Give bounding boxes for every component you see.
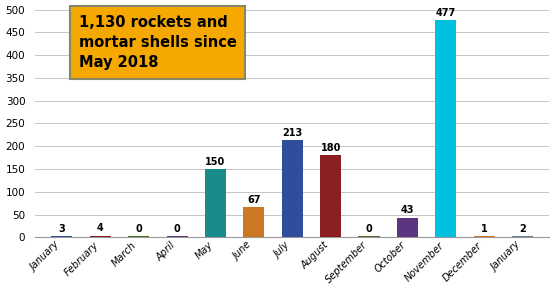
Text: 180: 180 [320, 143, 341, 153]
Bar [435, 20, 456, 237]
Bar [320, 155, 341, 237]
Bar [205, 169, 226, 237]
Bar [166, 236, 188, 237]
Text: 0: 0 [174, 224, 180, 234]
Text: 43: 43 [401, 205, 414, 215]
Text: 3: 3 [58, 224, 65, 234]
Bar [243, 207, 264, 237]
Bar [512, 236, 533, 237]
Bar [128, 236, 149, 237]
Bar [359, 236, 380, 237]
Text: 477: 477 [436, 8, 456, 18]
Bar [52, 236, 73, 237]
Text: 67: 67 [247, 194, 261, 205]
Text: 1,130 rockets and
mortar shells since
May 2018: 1,130 rockets and mortar shells since Ma… [79, 15, 236, 70]
Bar [90, 235, 111, 237]
Bar [282, 140, 303, 237]
Text: 150: 150 [205, 157, 225, 167]
Text: 0: 0 [366, 224, 372, 234]
Text: 2: 2 [519, 224, 526, 234]
Text: 0: 0 [135, 224, 142, 234]
Text: 1: 1 [481, 224, 487, 234]
Text: 4: 4 [97, 223, 104, 233]
Text: 213: 213 [282, 128, 302, 138]
Bar [397, 218, 418, 237]
Bar [473, 236, 495, 237]
